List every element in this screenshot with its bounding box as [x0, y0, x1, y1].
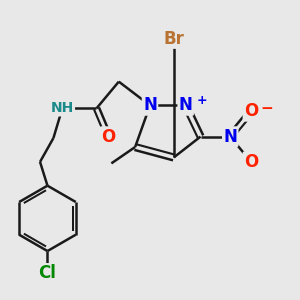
Text: N: N [179, 96, 193, 114]
Text: −: − [260, 101, 273, 116]
Text: Cl: Cl [38, 264, 56, 282]
Text: NH: NH [51, 101, 74, 116]
Text: N: N [223, 128, 237, 146]
Text: Br: Br [163, 29, 184, 47]
Text: O: O [244, 102, 258, 120]
Text: O: O [244, 153, 258, 171]
Text: O: O [101, 128, 116, 146]
Text: N: N [143, 96, 157, 114]
Text: +: + [197, 94, 207, 107]
